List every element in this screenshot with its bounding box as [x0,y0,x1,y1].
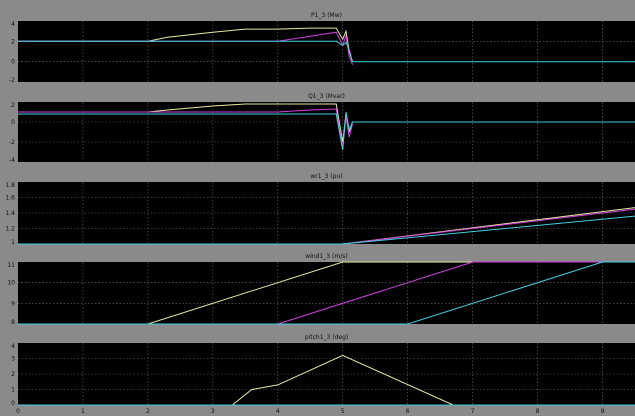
axes-background [18,262,635,324]
y-tick-label: 3 [11,356,15,363]
series-line-3 [18,261,635,325]
panel-title: wind1_3 (m/s) [305,253,347,260]
y-tick-label: 1.8 [5,182,15,189]
y-tick-label: 4 [11,343,15,350]
series-line-1 [18,27,353,62]
x-tick-label: 3 [211,408,215,415]
y-tick-label: 2 [11,102,15,109]
x-tick-label: 5 [341,408,345,415]
y-tick-label: 1.2 [5,226,15,233]
panel-title: Q1_3 (Mvar) [308,93,345,100]
y-tick-label: 0 [11,59,15,66]
y-tick-label: 2 [11,38,15,45]
series-line-3 [18,40,635,63]
series-line-3 [18,215,635,245]
y-tick-label: -4 [9,157,15,164]
y-tick-label: 10 [7,280,15,287]
x-tick-label: 6 [406,408,410,415]
y-tick-label: 1 [11,387,15,394]
y-tick-label: 9 [11,300,15,307]
panel-4: wind1_3 (m/s) 11 10 9 8 [7,253,635,326]
y-tick-label: 4 [11,21,15,28]
x-tick-label: 1 [81,408,85,415]
series-line-2 [18,108,353,148]
panel-1: P1_3 (Mw) 4 2 0 -2 [9,12,635,84]
panel-title: wr1_3 (pu) [310,173,342,180]
y-tick-label: 1.6 [5,195,15,202]
x-tick-label: 7 [471,408,475,415]
series-line-3 [18,111,635,151]
axes-background [18,21,635,82]
y-tick-label: 1.4 [5,210,15,217]
y-tick-label: -2 [9,139,15,146]
y-tick-label: -2 [9,77,15,84]
y-tick-label: 0 [11,400,15,407]
x-tick-label: 9 [601,408,605,415]
y-tick-label: 11 [7,262,15,269]
y-tick-label: 0 [11,119,15,126]
y-tick-label: 1 [11,239,15,246]
x-tick-label: 4 [276,408,280,415]
axes-background [18,102,635,162]
panel-2: Q1_3 (Mvar) 2 0 -2 -4 [9,93,635,164]
panel-title: P1_3 (Mw) [311,12,342,19]
x-tick-label: 0 [16,408,20,415]
panel-3: wr1_3 (pu) 1.8 1.6 1.4 1.2 1 [5,173,635,246]
panel-title: pitch1_3 (deg) [305,334,348,341]
x-tick-label: 2 [146,408,150,415]
y-tick-label: 8 [11,319,15,326]
x-tick-label: 8 [536,408,540,415]
panel-5: pitch1_3 (deg) 4 3 2 1 0 [11,334,635,407]
y-tick-label: 2 [11,371,15,378]
series-line-2 [18,31,353,65]
